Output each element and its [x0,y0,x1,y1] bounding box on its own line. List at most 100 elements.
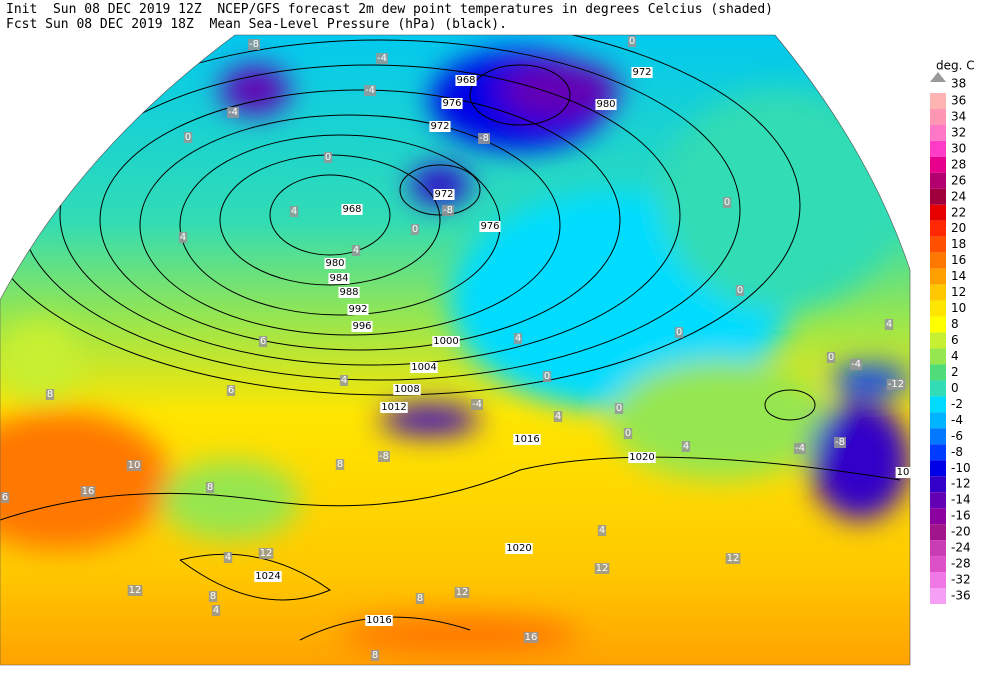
dewpoint-label-box [735,285,745,296]
dewpoint-label: -4 [365,85,375,96]
map-labels: -8 -4 0 -4 -4 0 0 -8 4 4 0 4 0 0 0 4 0 -4 4 6 8 6 4 0 0 0 4 -4 -8 -4 4… [0,36,911,661]
colorbar-swatch [930,140,946,157]
dewpoint-label: -8 [443,205,453,216]
dewpoint-label-box [378,451,390,462]
colorbar-swatch [930,316,946,333]
dewpoint-label: 4 [180,232,186,243]
dewpoint-label-box [45,389,55,400]
dewpoint-label-box [208,591,218,602]
dewpoint-label: 8 [372,650,378,661]
dewpoint-label-box [80,486,96,497]
dewpoint-label: -8 [249,39,259,50]
dewpoint-label: -4 [377,53,387,64]
dewpoint-label: 0 [412,224,418,235]
colorbar-swatch [930,428,946,445]
dewpoint-label-box [722,197,732,208]
colorbar-label: 0 [951,381,959,395]
dewpoint-label: 10 [128,460,141,471]
shaded-field [0,35,910,665]
dewpoint-label-box [415,593,425,604]
isobar-label: 976 [442,98,461,109]
dewpoint-label-box [523,632,539,643]
isobar-label-box [513,434,541,445]
colorbar-label: -4 [951,413,963,427]
dewpoint-label: 12 [129,585,142,596]
colorbar-label: 38 [951,77,966,91]
dewpoint-label: 4 [683,441,689,452]
colorbar-swatch [930,444,946,461]
dewpoint-label: 4 [555,411,561,422]
dewpoint-label-box [594,563,610,574]
map-frame [0,34,911,666]
colorbar-swatch [930,268,946,285]
dewpoint-label: 4 [599,525,605,536]
colorbar-label: 20 [951,221,966,235]
isobar-label: 1012 [381,402,406,413]
dewpoint-label: 4 [291,206,297,217]
colorbar-swatch [930,556,946,573]
dewpoint-label: 6 [228,385,234,396]
colorbar-swatch [930,524,946,541]
isobar-label: 1016 [366,615,391,626]
dewpoint-label: -12 [888,379,904,390]
isobar-label-box [380,402,408,413]
colorbar-swatch [930,364,946,381]
dewpoint-label-box [364,85,376,96]
colorbar-swatch [930,460,946,477]
dewpoint-label: 0 [724,197,730,208]
dewpoint-label-box [834,437,846,448]
dewpoint-label-box [410,224,420,235]
dewpoint-label: -4 [851,359,861,370]
dewpoint-label: 0 [737,285,743,296]
dewpoint-label: 4 [341,375,347,386]
dewpoint-label-box [886,379,906,390]
colorbar-label: -8 [951,445,963,459]
dewpoint-label-box [826,352,836,363]
isobar-label-box [441,98,463,109]
colorbar-swatch [930,284,946,301]
colorbar-swatch [930,476,946,493]
isobar-label: 980 [325,258,344,269]
isobar-label-box [429,121,451,132]
colorbar-label: 6 [951,333,959,347]
dewpoint-label-box [323,152,333,163]
isobar-label-box [338,287,360,298]
colorbar-label: 32 [951,125,966,139]
dewpoint-label-box [542,371,552,382]
dewpoint-label: 12 [260,548,273,559]
dewpoint-label-box [339,375,349,386]
isobar-label-box [455,75,477,86]
colorbar-swatch [930,252,946,269]
dewpoint-label: 8 [210,591,216,602]
colorbar-label: 2 [951,365,959,379]
dewpoint-label-box [126,460,142,471]
isobar-label: 1000 [433,336,458,347]
dewpoint-label: 4 [213,605,219,616]
dewpoint-label-box [884,319,894,330]
dewpoint-label-box [223,552,233,563]
dewpoint-label: 0 [676,327,682,338]
dewpoint-label-box [0,492,10,503]
dewpoint-label-box [183,132,193,143]
colorbar: 363432302826242220181614121086420-2-4-6-… [930,93,971,604]
colorbar-swatch [930,188,946,205]
dewpoint-label-box [376,53,388,64]
isobar-label-box [432,336,460,347]
colorbar-label: 16 [951,253,966,267]
dewpoint-label: 12 [596,563,609,574]
dewpoint-label-box [454,587,470,598]
colorbar-swatch [930,540,946,557]
isobar-label: 972 [434,189,453,200]
dewpoint-label: 0 [325,152,331,163]
dewpoint-label: 4 [886,319,892,330]
colorbar-swatch [930,412,946,429]
colorbar-label: 10 [951,301,966,315]
dewpoint-label-box [178,232,188,243]
isobar-label: 968 [342,204,361,215]
dewpoint-label: 8 [337,459,343,470]
dewpoint-label-box [478,133,490,144]
colorbar-swatch [930,124,946,141]
header-line: Init Sun 08 DEC 2019 12Z NCEP/GFS foreca… [6,2,773,17]
